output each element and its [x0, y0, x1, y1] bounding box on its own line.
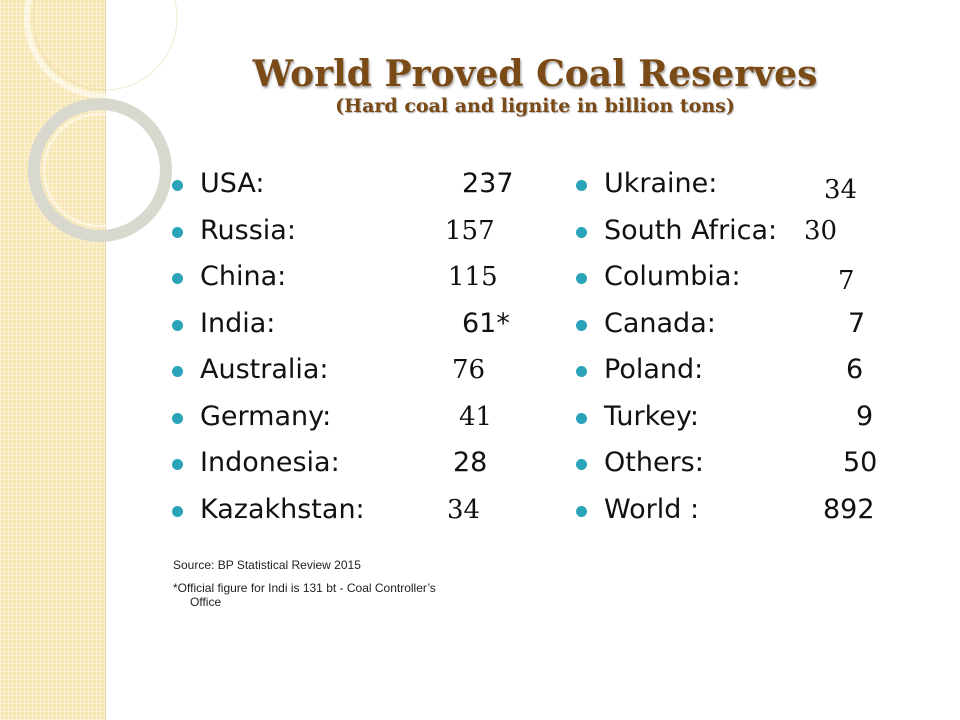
- country-name: Australia:: [200, 354, 329, 385]
- country-name: Germany:: [200, 400, 332, 432]
- bullet-icon: [172, 366, 183, 377]
- country-name: Ukraine:: [604, 168, 718, 199]
- bullet-icon: [172, 273, 183, 284]
- bullet-icon: [576, 319, 587, 331]
- reserve-value: 61*: [462, 307, 510, 339]
- reserve-value: 7: [848, 307, 866, 339]
- country-name: USA:: [200, 168, 265, 199]
- bullet-icon: [172, 459, 183, 470]
- reserve-value: 892: [823, 493, 875, 525]
- country-name: Indonesia:: [200, 447, 340, 478]
- bullet-icon: [172, 412, 183, 424]
- bullet-icon: [576, 412, 587, 424]
- reserve-value: 30: [804, 215, 838, 246]
- country-name: Kazakhstan:: [200, 493, 365, 525]
- page-subtitle: (Hard coal and lignite in billion tons): [335, 95, 735, 117]
- reserve-value: 157: [445, 215, 495, 246]
- reserve-value: 76: [452, 355, 486, 385]
- country-name: India:: [200, 307, 276, 339]
- reserve-value: 6: [846, 354, 864, 385]
- reserve-value: 115: [448, 262, 498, 292]
- country-name: Russia:: [200, 214, 296, 246]
- bullet-icon: [576, 459, 587, 470]
- reserve-value: 7: [838, 266, 855, 296]
- footnote-line: *Official figure for Indi is 131 bt - Co…: [173, 581, 436, 595]
- country-name: South Africa:: [604, 214, 778, 246]
- country-name: China:: [200, 261, 287, 292]
- page-title: World Proved Coal Reserves: [252, 53, 818, 95]
- decorative-rings: [24, 0, 186, 242]
- reserve-value: 9: [856, 400, 874, 432]
- bullet-icon: [172, 180, 183, 191]
- bullet-icon: [172, 505, 183, 517]
- bullet-icon: [576, 273, 587, 284]
- bullet-icon: [172, 319, 183, 331]
- reserve-value: 34: [824, 175, 858, 205]
- source-note: Source: BP Statistical Review 2015: [173, 558, 361, 572]
- country-name: World :: [604, 493, 700, 525]
- footnote: *Official figure for Indi is 131 bt - Co…: [173, 581, 503, 609]
- reserve-value: 34: [447, 494, 481, 525]
- title-block: World Proved Coal Reserves (Hard coal an…: [110, 52, 960, 118]
- reserve-value: 50: [843, 447, 878, 478]
- footnote-line: Office: [190, 595, 222, 609]
- bullet-icon: [576, 366, 587, 377]
- bullet-icon: [576, 226, 587, 238]
- reserve-value: 237: [462, 168, 514, 199]
- country-name: Columbia:: [604, 261, 741, 292]
- bullet-icon: [172, 226, 183, 238]
- reserve-value: 41: [459, 401, 493, 432]
- country-name: Others:: [604, 447, 704, 478]
- bullet-icon: [576, 180, 587, 191]
- country-name: Turkey:: [604, 400, 700, 432]
- bullet-icon: [576, 505, 587, 517]
- country-name: Canada:: [604, 307, 716, 339]
- reserve-value: 28: [453, 447, 488, 478]
- country-name: Poland:: [604, 354, 704, 385]
